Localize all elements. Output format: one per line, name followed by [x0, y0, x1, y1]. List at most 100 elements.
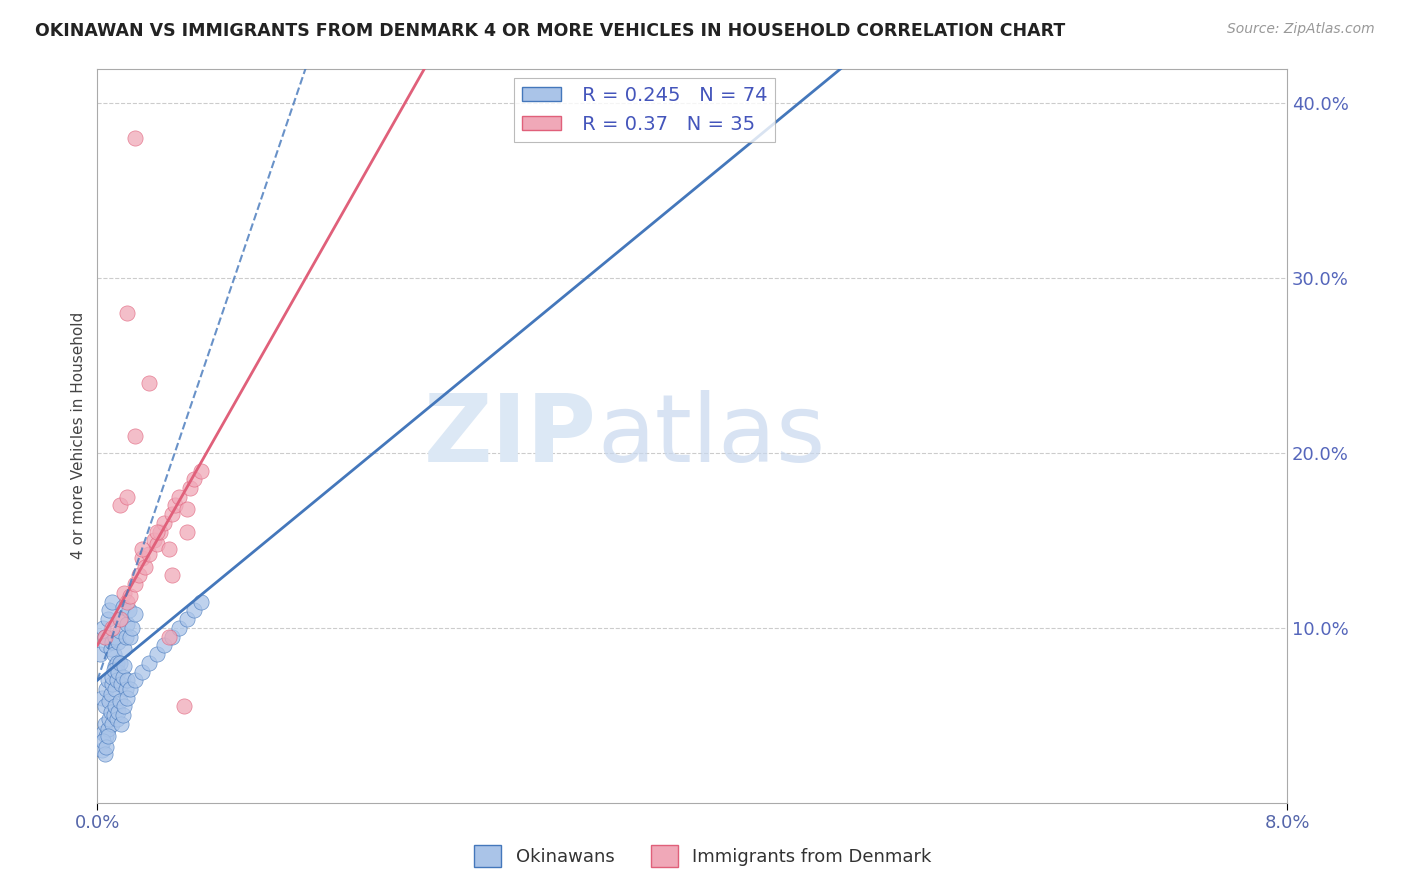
- Point: [100, 705, 122, 719]
- Point: [115, 306, 138, 320]
- Point: [108, 612, 131, 626]
- Point: [149, 524, 172, 539]
- Point: [105, 656, 128, 670]
- Point: [134, 559, 156, 574]
- Point: [96, 739, 118, 754]
- Point: [110, 677, 132, 691]
- Point: [96, 729, 118, 743]
- Point: [97, 722, 120, 736]
- Point: [94, 630, 117, 644]
- Point: [94, 699, 117, 714]
- Point: [190, 463, 212, 477]
- Point: [176, 502, 198, 516]
- Point: [111, 599, 134, 614]
- Point: [115, 617, 138, 632]
- Point: [160, 630, 183, 644]
- Point: [121, 621, 143, 635]
- Point: [103, 708, 125, 723]
- Point: [173, 699, 195, 714]
- Point: [101, 621, 124, 635]
- Point: [90, 690, 112, 705]
- Point: [179, 481, 201, 495]
- Point: [98, 712, 121, 726]
- Point: [104, 681, 127, 696]
- Point: [124, 673, 146, 688]
- Point: [183, 472, 205, 486]
- Point: [98, 603, 121, 617]
- Point: [104, 699, 127, 714]
- Point: [97, 729, 120, 743]
- Point: [104, 659, 127, 673]
- Point: [110, 612, 132, 626]
- Point: [96, 681, 118, 696]
- Point: [128, 568, 150, 582]
- Point: [142, 533, 165, 548]
- Point: [153, 638, 176, 652]
- Point: [96, 638, 118, 652]
- Point: [131, 542, 153, 557]
- Point: [108, 624, 131, 639]
- Point: [131, 550, 153, 565]
- Point: [115, 594, 138, 608]
- Point: [157, 542, 180, 557]
- Text: ZIP: ZIP: [425, 390, 598, 482]
- Point: [97, 673, 120, 688]
- Point: [115, 690, 138, 705]
- Point: [112, 586, 135, 600]
- Point: [108, 656, 131, 670]
- Point: [101, 635, 124, 649]
- Point: [91, 725, 114, 739]
- Point: [176, 612, 198, 626]
- Point: [100, 687, 122, 701]
- Legend:  R = 0.245   N = 74,  R = 0.37   N = 35: R = 0.245 N = 74, R = 0.37 N = 35: [513, 78, 775, 142]
- Point: [112, 699, 135, 714]
- Point: [108, 499, 131, 513]
- Point: [120, 630, 142, 644]
- Point: [107, 665, 129, 679]
- Point: [124, 131, 146, 145]
- Point: [131, 665, 153, 679]
- Point: [89, 647, 111, 661]
- Text: Source: ZipAtlas.com: Source: ZipAtlas.com: [1227, 22, 1375, 37]
- Point: [91, 621, 114, 635]
- Point: [111, 670, 134, 684]
- Point: [101, 594, 124, 608]
- Point: [115, 490, 138, 504]
- Point: [146, 524, 169, 539]
- Point: [138, 548, 160, 562]
- Point: [103, 647, 125, 661]
- Point: [97, 612, 120, 626]
- Point: [120, 590, 142, 604]
- Point: [138, 656, 160, 670]
- Point: [110, 717, 132, 731]
- Point: [160, 507, 183, 521]
- Point: [138, 376, 160, 391]
- Point: [146, 537, 169, 551]
- Y-axis label: 4 or more Vehicles in Household: 4 or more Vehicles in Household: [72, 312, 86, 559]
- Point: [146, 647, 169, 661]
- Point: [120, 681, 142, 696]
- Point: [105, 673, 128, 688]
- Point: [124, 607, 146, 621]
- Point: [107, 705, 129, 719]
- Point: [117, 603, 139, 617]
- Point: [167, 490, 190, 504]
- Point: [107, 635, 129, 649]
- Point: [103, 663, 125, 677]
- Point: [176, 524, 198, 539]
- Point: [183, 603, 205, 617]
- Point: [91, 734, 114, 748]
- Point: [111, 708, 134, 723]
- Text: atlas: atlas: [598, 390, 825, 482]
- Point: [108, 694, 131, 708]
- Point: [153, 516, 176, 530]
- Point: [157, 630, 180, 644]
- Point: [124, 428, 146, 442]
- Point: [163, 499, 186, 513]
- Point: [160, 568, 183, 582]
- Point: [112, 641, 135, 656]
- Point: [105, 712, 128, 726]
- Text: OKINAWAN VS IMMIGRANTS FROM DENMARK 4 OR MORE VEHICLES IN HOUSEHOLD CORRELATION : OKINAWAN VS IMMIGRANTS FROM DENMARK 4 OR…: [35, 22, 1066, 40]
- Point: [114, 630, 136, 644]
- Point: [100, 641, 122, 656]
